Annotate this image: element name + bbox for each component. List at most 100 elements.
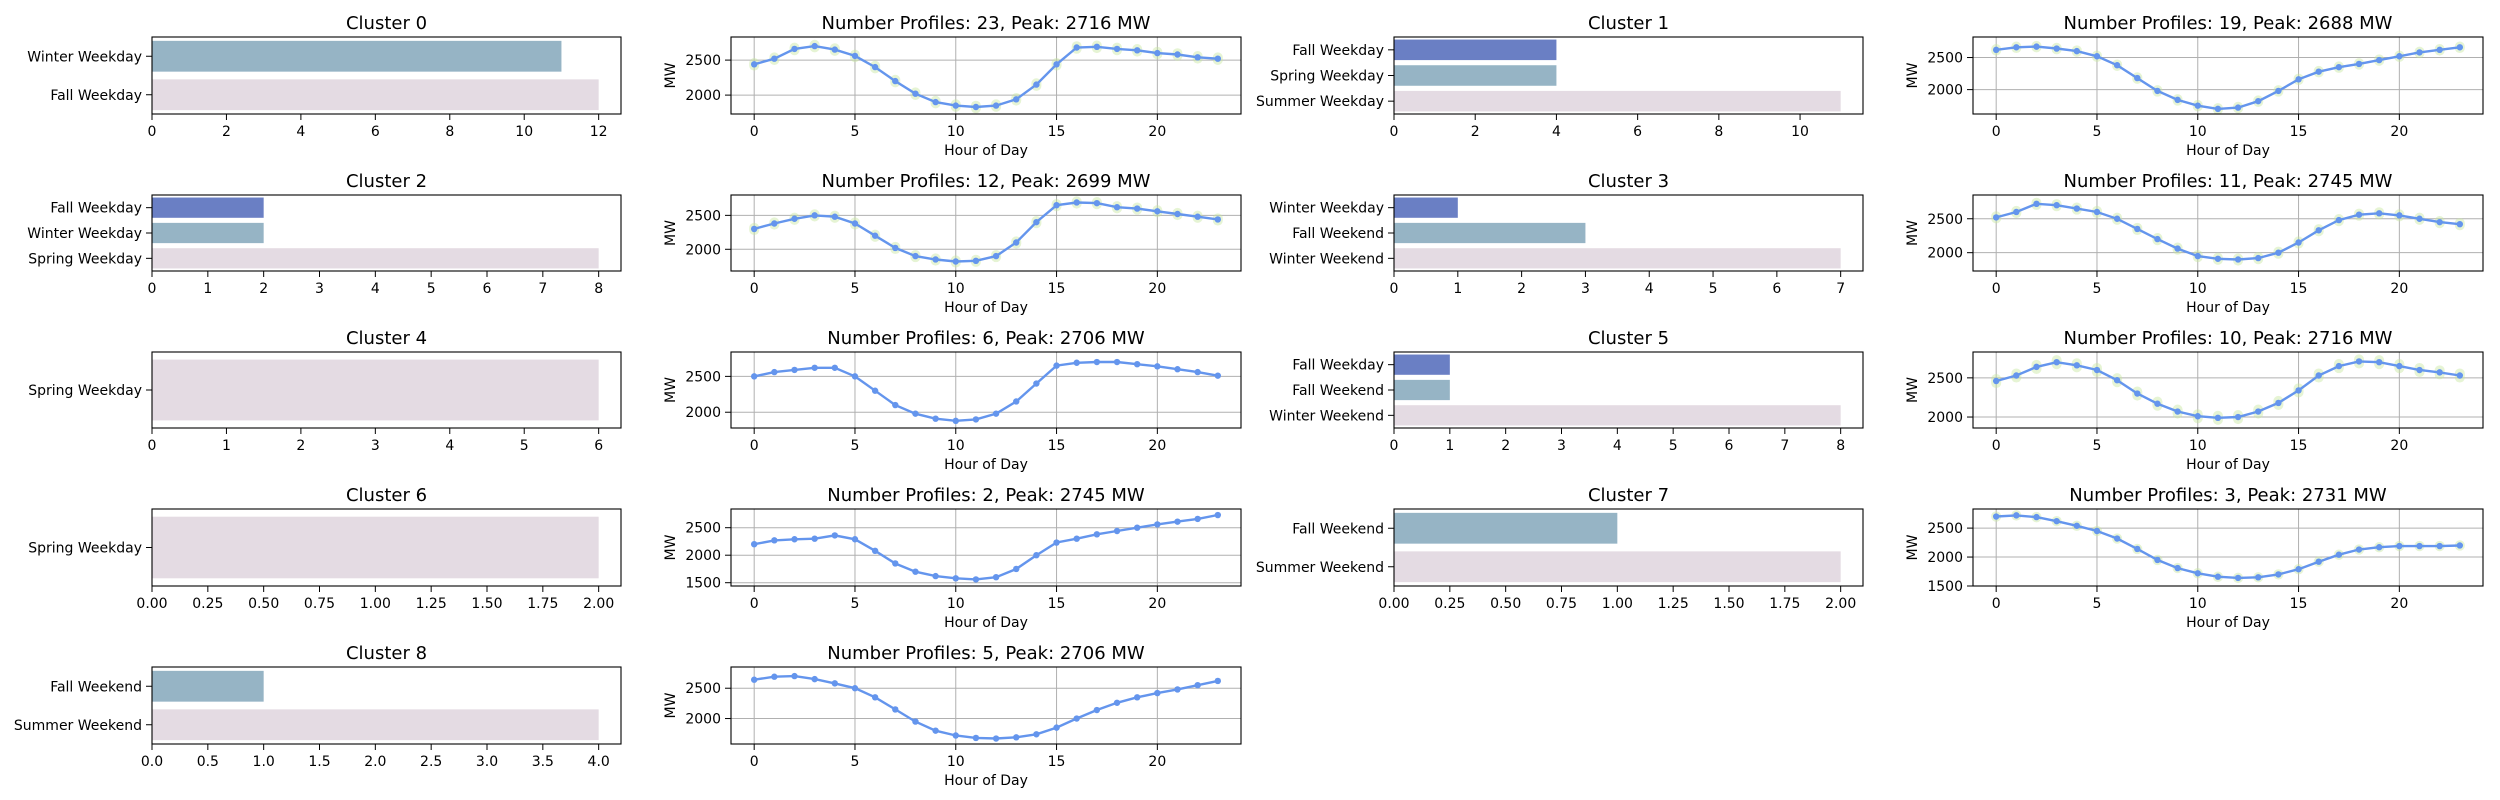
subplot-10: Fall Weekday Fall Weekend Winter Weekend 0 1… (1269, 328, 1864, 454)
x-tick-label: 15 (1048, 438, 1066, 454)
x-tick-label: 3.0 (476, 754, 498, 770)
data-point (2093, 366, 2101, 374)
series-line (1995, 202, 2460, 261)
data-point (2154, 235, 2161, 243)
x-tick-label: 20 (1148, 596, 1166, 612)
x-tick-label: 1.00 (1602, 596, 1633, 612)
data-point (2416, 49, 2423, 56)
data-point (1033, 218, 1040, 226)
subplot-title: Number Profiles: 2, Peak: 2745 MW (827, 485, 1145, 506)
data-point (1174, 518, 1181, 525)
data-point (831, 532, 839, 539)
y-tick-label: Fall Weekend (1292, 383, 1384, 399)
data-point (2456, 220, 2464, 228)
x-tick-label: 3 (1581, 281, 1590, 297)
data-point (992, 252, 1000, 260)
data-point (1093, 706, 1101, 714)
x-tick-label: 6 (1633, 124, 1642, 140)
data-point (1113, 358, 1121, 366)
y-axis-label: MW (1905, 62, 1921, 88)
data-point (2315, 558, 2322, 565)
x-tick-label: 0 (148, 281, 157, 297)
x-tick-label: 1.50 (1713, 596, 1744, 612)
x-axis-label: Hour of Day (2186, 143, 2270, 159)
data-point (831, 364, 839, 371)
data-point (912, 568, 919, 575)
data-point (1093, 531, 1101, 538)
data-point (2315, 372, 2322, 379)
x-tick-label: 6 (1725, 438, 1734, 454)
axes-frame (730, 194, 1242, 272)
x-tick-label: 2 (222, 124, 231, 140)
y-tick-label: 2000 (685, 548, 721, 564)
subplot-title: Cluster 1 (1588, 13, 1669, 34)
data-point (871, 232, 879, 239)
x-tick-label: 0 (1992, 596, 2001, 612)
y-tick-label: Summer Weekday (1256, 94, 1384, 110)
data-point (1013, 565, 1020, 573)
data-point (952, 417, 959, 425)
data-point (2134, 74, 2141, 82)
x-tick-label: 1.5 (308, 754, 330, 770)
data-point (771, 368, 778, 376)
subplot-17: 0 5 10 15 20 2000 2500 Hour of Day MW Number Prof… (663, 643, 1242, 789)
data-point (2113, 215, 2121, 222)
data-point (2154, 556, 2161, 564)
data-point (2275, 249, 2282, 256)
x-tick-label: 5 (1709, 281, 1718, 297)
axes-frame (730, 36, 1242, 115)
x-tick-label: 2 (296, 438, 305, 454)
data-point (851, 685, 859, 692)
data-point (851, 536, 859, 543)
x-tick-label: 10 (947, 438, 965, 454)
data-point (2355, 358, 2363, 365)
data-point (1154, 521, 1161, 528)
data-point (972, 257, 980, 265)
axes-frame (1972, 194, 2484, 272)
data-point (791, 215, 798, 222)
bar (1394, 65, 1557, 86)
data-point (2174, 96, 2181, 104)
data-point (2436, 218, 2443, 226)
x-tick-label: 0 (148, 438, 157, 454)
data-point (2416, 215, 2423, 222)
bar (152, 40, 562, 72)
data-point (750, 61, 758, 68)
x-tick-label: 0 (750, 124, 759, 140)
x-tick-label: 0.0 (141, 754, 163, 770)
y-tick-label: Spring Weekday (28, 541, 142, 557)
x-tick-label: 10 (515, 124, 533, 140)
data-point (1033, 731, 1040, 738)
y-tick-label: Summer Weekend (1256, 560, 1384, 576)
y-tick-label: Winter Weekend (1269, 408, 1384, 424)
data-point (2033, 200, 2040, 208)
x-tick-label: 1 (1453, 281, 1462, 297)
data-point (2275, 399, 2282, 407)
data-point (2416, 366, 2423, 374)
data-point (1053, 201, 1060, 209)
axes-frame (1972, 36, 2484, 115)
y-tick-label: 2500 (1927, 212, 1963, 228)
data-point (1194, 213, 1201, 220)
x-tick-label: 0.75 (1546, 596, 1577, 612)
data-point (972, 576, 980, 583)
x-tick-label: 5 (851, 124, 860, 140)
y-tick-label: 2500 (685, 369, 721, 385)
x-tick-label: 1.50 (471, 596, 502, 612)
data-point (1194, 54, 1201, 61)
data-point (2053, 45, 2060, 52)
data-point (2396, 53, 2403, 60)
data-point (912, 718, 919, 725)
data-point (892, 401, 899, 409)
x-tick-label: 5 (2093, 281, 2102, 297)
y-tick-label: 2000 (685, 405, 721, 421)
axes-frame (151, 36, 622, 115)
x-tick-label: 0 (148, 124, 157, 140)
data-point (2436, 542, 2443, 550)
data-point (2456, 372, 2464, 379)
data-point (750, 225, 758, 233)
x-tick-label: 15 (2290, 596, 2308, 612)
y-tick-label: 2000 (685, 712, 721, 728)
data-point (2174, 564, 2181, 572)
data-point (851, 52, 859, 60)
